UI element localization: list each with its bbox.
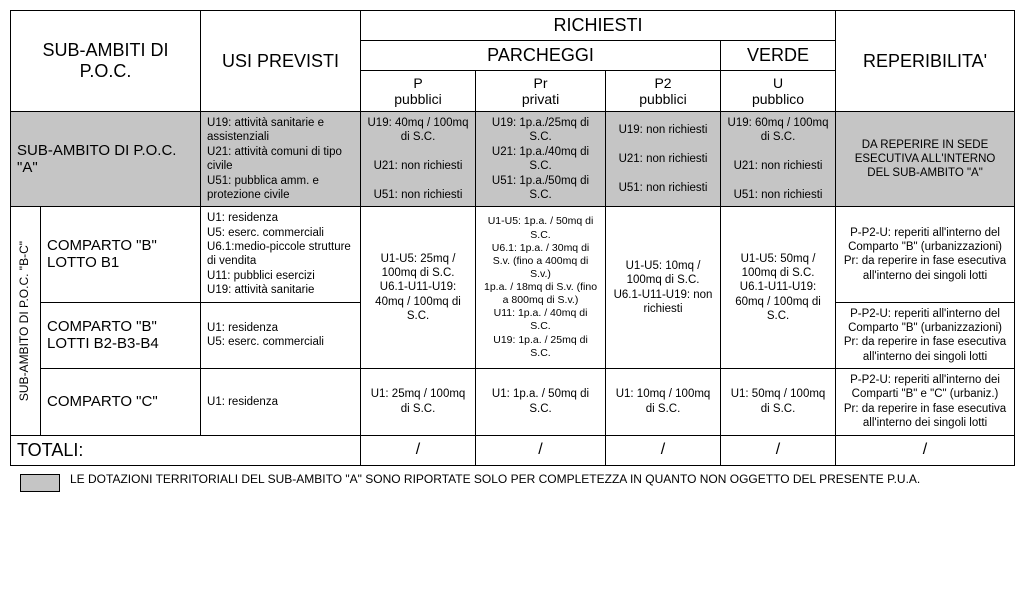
hdr-u: Upubblico	[721, 71, 836, 112]
footnote-row: LE DOTAZIONI TERRITORIALI DEL SUB-AMBITO…	[10, 472, 1014, 492]
rowA-rep: DA REPERIRE IN SEDE ESECUTIVA ALL'INTERN…	[836, 112, 1015, 207]
hdr-p2: P2pubblici	[606, 71, 721, 112]
rowA-label: SUB-AMBITO DI P.O.C. "A"	[11, 112, 201, 207]
totals-label: TOTALI:	[11, 435, 361, 465]
mergedB-u: U1-U5: 50mq / 100mq di S.C.U6.1-U11-U19:…	[721, 207, 836, 369]
hdr-reperibilita: REPERIBILITA'	[836, 11, 1015, 112]
rowBC-vertical-label: SUB-AMBITO DI P.O.C. "B-C"	[11, 207, 41, 435]
hdr-parcheggi: PARCHEGGI	[361, 41, 721, 71]
rowA-u: U19: 60mq / 100mq di S.C.U21: non richie…	[721, 112, 836, 207]
totals-u: /	[721, 435, 836, 465]
hdr-usi: USI PREVISTI	[201, 11, 361, 112]
poc-table: SUB-AMBITI DI P.O.C. USI PREVISTI RICHIE…	[10, 10, 1015, 466]
footnote-text: LE DOTAZIONI TERRITORIALI DEL SUB-AMBITO…	[70, 472, 920, 486]
rowC-p2: U1: 10mq / 100mq di S.C.	[606, 369, 721, 436]
rowA-usi: U19: attività sanitarie e assistenzialiU…	[201, 112, 361, 207]
totals-p: /	[361, 435, 476, 465]
mergedB-pr: U1-U5: 1p.a. / 50mq di S.C.U6.1: 1p.a. /…	[476, 207, 606, 369]
rowC-label: COMPARTO "C"	[41, 369, 201, 436]
rowB1-label: COMPARTO "B" LOTTO B1	[41, 207, 201, 302]
rowC-pr: U1: 1p.a. / 50mq di S.C.	[476, 369, 606, 436]
hdr-subambiti: SUB-AMBITI DI P.O.C.	[11, 11, 201, 112]
rowC-usi: U1: residenza	[201, 369, 361, 436]
rowA-pr: U19: 1p.a./25mq di S.C.U21: 1p.a./40mq d…	[476, 112, 606, 207]
rowB234-label: COMPARTO "B" LOTTI B2-B3-B4	[41, 302, 201, 369]
totals-pr: /	[476, 435, 606, 465]
hdr-pr: Prprivati	[476, 71, 606, 112]
rowA-p: U19: 40mq / 100mq di S.C.U21: non richie…	[361, 112, 476, 207]
rowA-p2: U19: non richiestiU21: non richiestiU51:…	[606, 112, 721, 207]
rowB234-usi: U1: residenzaU5: eserc. commerciali	[201, 302, 361, 369]
mergedB-p2: U1-U5: 10mq / 100mq di S.C.U6.1-U11-U19:…	[606, 207, 721, 369]
hdr-verde: VERDE	[721, 41, 836, 71]
totals-rep: /	[836, 435, 1015, 465]
hdr-p: Ppubblici	[361, 71, 476, 112]
legend-swatch	[20, 474, 60, 492]
rowB234-rep: P-P2-U: reperiti all'interno del Compart…	[836, 302, 1015, 369]
mergedB-p: U1-U5: 25mq / 100mq di S.C.U6.1-U11-U19:…	[361, 207, 476, 369]
hdr-richiesti: RICHIESTI	[361, 11, 836, 41]
rowC-u: U1: 50mq / 100mq di S.C.	[721, 369, 836, 436]
rowB1-usi: U1: residenzaU5: eserc. commercialiU6.1:…	[201, 207, 361, 302]
rowC-rep: P-P2-U: reperiti all'interno dei Compart…	[836, 369, 1015, 436]
rowC-p: U1: 25mq / 100mq di S.C.	[361, 369, 476, 436]
totals-p2: /	[606, 435, 721, 465]
rowB1-rep: P-P2-U: reperiti all'interno del Compart…	[836, 207, 1015, 302]
